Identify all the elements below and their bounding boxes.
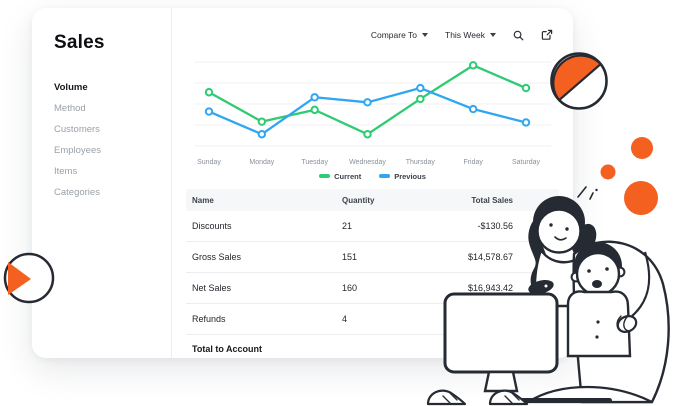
- table-cell: -$130.56: [477, 221, 513, 231]
- data-point: [416, 83, 425, 93]
- data-point: [468, 104, 478, 114]
- table-cell: 4: [342, 314, 348, 324]
- data-point: [204, 88, 214, 97]
- data-point: [204, 107, 214, 116]
- data-point: [363, 130, 372, 139]
- sidebar-item-items[interactable]: Items: [54, 166, 78, 177]
- data-point: [521, 83, 531, 93]
- table-header: Name Quantity Total Sales: [186, 189, 559, 211]
- table-row: Refunds 4: [186, 304, 559, 335]
- sales-chart: Sunday Monday Tuesday Wednesday Thursday Frid…: [194, 61, 551, 166]
- hand-on-shoulder: [616, 315, 638, 333]
- sidebar-item-method[interactable]: Method: [54, 103, 86, 114]
- arm: [524, 385, 653, 404]
- export-button[interactable]: [541, 29, 553, 41]
- sales-report-card: Sales Volume Method Customers Employees Item…: [32, 8, 573, 358]
- data-point: [310, 105, 319, 115]
- table-cell: Discounts: [192, 221, 232, 231]
- share-icon: [541, 29, 553, 40]
- column-header-quantity: Quantity: [342, 195, 375, 205]
- table-cell: Gross Sales: [192, 252, 242, 262]
- table-cell: 151: [342, 252, 358, 262]
- data-point: [310, 93, 319, 102]
- data-point: [257, 117, 267, 126]
- table-cell: 160: [342, 283, 358, 293]
- orange-dot: [631, 137, 653, 159]
- x-axis-label: Friday: [463, 159, 483, 166]
- table-footer-label: Total to Account: [192, 343, 262, 354]
- period-dropdown[interactable]: This Week: [445, 30, 496, 40]
- x-axis-label: Tuesday: [301, 159, 328, 166]
- sidebar-item-volume[interactable]: Volume: [54, 82, 88, 93]
- sidebar-item-employees[interactable]: Employees: [54, 145, 101, 156]
- table-row: Discounts 21 -$130.56: [186, 211, 559, 242]
- series-line-previous: [208, 86, 527, 136]
- keyboard-illustration: [520, 398, 612, 403]
- legend-swatch: [379, 174, 391, 178]
- table-row: Gross Sales 151 $14,578.67: [186, 242, 559, 273]
- sidebar-item-categories[interactable]: Categories: [54, 187, 100, 198]
- table-cell: $14,578.67: [467, 252, 513, 262]
- x-axis-label: Monday: [249, 159, 274, 166]
- compare-to-label: Compare To: [370, 30, 417, 40]
- sidebar-item-customers[interactable]: Customers: [54, 124, 100, 135]
- data-point: [363, 98, 372, 107]
- chevron-down-icon: [422, 33, 428, 37]
- x-axis-label: Wednesday: [349, 159, 386, 166]
- data-point: [257, 130, 267, 139]
- sales-table: Name Quantity Total Sales Discounts 21 -$130…: [186, 189, 559, 362]
- search-button[interactable]: [513, 30, 524, 41]
- table-body: Discounts 21 -$130.56 Gross Sales 151 $14,578…: [186, 211, 559, 335]
- chart-legend: Current Previous: [192, 169, 553, 183]
- x-axis-label: Thursday: [406, 159, 436, 166]
- typing-hands: [426, 389, 529, 406]
- sales-chart-container: Sunday Monday Tuesday Wednesday Thursday Frid…: [192, 58, 553, 168]
- table-cell: $16,943.42: [467, 283, 513, 293]
- table-cell: Net Sales: [192, 283, 232, 293]
- sidebar: Sales Volume Method Customers Employees Item…: [32, 8, 172, 358]
- page-title: Sales: [54, 32, 105, 53]
- data-point: [416, 94, 425, 104]
- column-header-name: Name: [192, 195, 214, 205]
- table-cell: 21: [342, 221, 353, 231]
- orange-dot: [624, 181, 658, 215]
- table-row: Net Sales 160 $16,943.42: [186, 273, 559, 304]
- legend-swatch: [319, 174, 331, 178]
- orange-dot: [600, 164, 616, 180]
- table-cell: Refunds: [192, 314, 226, 324]
- column-header-total-sales: Total Sales: [471, 195, 513, 205]
- legend-item-current: Current: [319, 172, 361, 181]
- chevron-down-icon: [490, 33, 496, 37]
- data-point: [468, 61, 478, 70]
- period-label: This Week: [445, 30, 485, 40]
- table-footer-row: Total to Account: [186, 335, 559, 362]
- toolbar: Compare To This Week: [192, 8, 553, 58]
- data-point: [521, 118, 531, 127]
- x-axis-label: Sunday: [197, 159, 221, 166]
- legend-item-previous: Previous: [379, 172, 426, 181]
- sidebar-nav: Volume Method Customers Employees Items Categ…: [54, 83, 171, 198]
- sparkle-icon: [577, 186, 598, 200]
- x-axis-label: Saturday: [512, 159, 541, 166]
- main-panel: Compare To This Week Sunday Monday Tuesday: [172, 8, 573, 358]
- compare-to-dropdown[interactable]: Compare To: [371, 30, 428, 40]
- search-icon: [513, 30, 524, 40]
- man-figure: [566, 242, 632, 358]
